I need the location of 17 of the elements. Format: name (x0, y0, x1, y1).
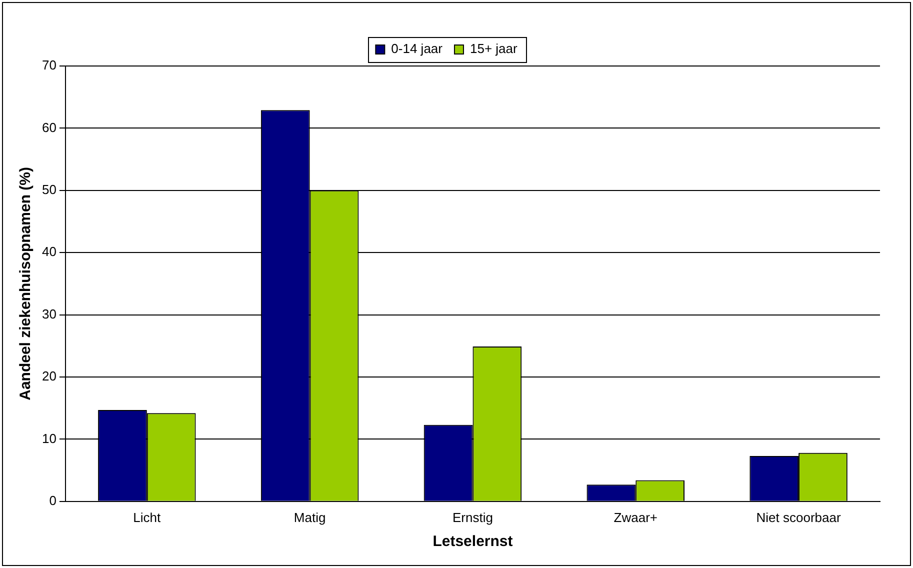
x-tick-label: Niet scoorbaar (756, 510, 842, 525)
y-tick-label: 10 (42, 430, 56, 446)
y-tick-label: 50 (42, 182, 56, 197)
x-tick-label: Matig (294, 510, 326, 525)
y-axis-title: Aandeel ziekenhuisopnamen (%) (17, 167, 34, 400)
x-tick-label: Licht (133, 510, 162, 525)
x-tick-label: Ernstig (452, 510, 493, 525)
y-tick-label: 0 (49, 492, 56, 508)
y-tick-label: 20 (42, 368, 56, 384)
x-tick-label: Zwaar+ (614, 510, 658, 525)
y-tick-label: 70 (42, 58, 56, 73)
y-tick-label: 60 (42, 120, 56, 135)
legend-label: 15+ jaar (470, 41, 518, 56)
x-axis-title: Letselernst (432, 533, 513, 550)
y-tick-label: 30 (42, 306, 56, 322)
legend-label: 0-14 jaar (391, 41, 444, 56)
y-tick-label: 40 (42, 244, 56, 260)
